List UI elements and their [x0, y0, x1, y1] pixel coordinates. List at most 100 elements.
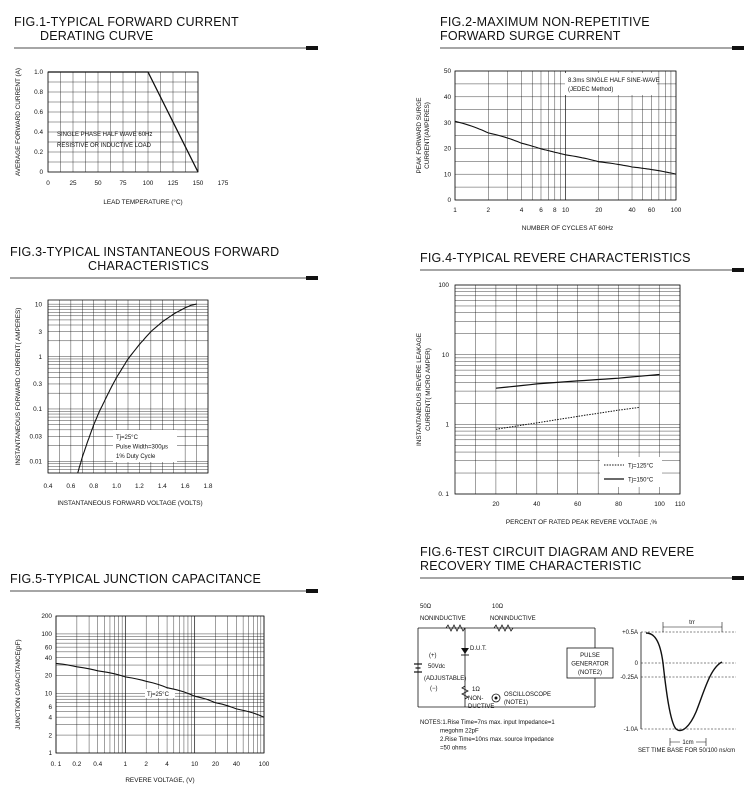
fig4-y-tick-label: 100	[438, 282, 449, 289]
waveform-tick-label: 0	[635, 661, 639, 667]
fig2-title-marker	[732, 46, 744, 50]
fig3-y-tick-label: 0.03	[30, 434, 43, 441]
fig1-chart: 0 25 50 75 100 125 150 175 0 0.2 0.4 0.6 0.8 1.0 LEAD …	[15, 68, 229, 206]
fig4-title-line: FIG.4-TYPICAL REVERE CHARACTERISTICS	[420, 251, 691, 265]
fig5-x-tick-label: 40	[233, 761, 241, 768]
fig1-x-axis-label: LEAD TEMPERATURE (°C)	[103, 198, 182, 206]
fig3-x-tick-label: 0.6	[66, 483, 75, 490]
fig1-annotation: SINGLE PHASE HALF WAVE 60Hz	[57, 132, 152, 138]
pulse-generator-label: PULSE	[580, 653, 600, 659]
fig1-y-axis-label: AVERAGE FORWARD CURRENT (A)	[15, 68, 22, 176]
fig2-x-tick-label: 60	[648, 207, 656, 214]
fig2-y-tick-label: 30	[444, 120, 452, 127]
fig5-chart: 0. 1 0.2 0.4 1 2 4 10 20 40 100 1 2 4 6 10 20 40 60 100 200…	[15, 613, 270, 784]
fig5-x-tick-label: 100	[259, 761, 270, 768]
minus-label: (−)	[430, 686, 438, 692]
fig2-x-tick-label: 10	[562, 207, 570, 214]
fig4-title-marker	[732, 268, 744, 272]
fig4-x-tick-label: 40	[533, 501, 541, 508]
fig1-y-tick-label: 0	[39, 169, 43, 176]
fig4-legend-label: Tj=150°C	[628, 478, 654, 484]
diode-icon	[461, 648, 469, 654]
oscilloscope-icon	[491, 693, 501, 703]
fig3-y-tick-label: 0.01	[30, 459, 43, 466]
fig1-title-marker	[306, 46, 318, 50]
fig3-y-tick-label: 0.1	[33, 406, 42, 413]
fig2-x-tick-label: 6	[539, 207, 543, 214]
fig3-chart: 0.4 0.6 0.8 1.0 1.2 1.4 1.6 1.8 0.01 0.03 0.1 0.3 1 3…	[15, 299, 213, 507]
fig4-legend-label: Tj=125°C	[628, 464, 654, 470]
fig5-y-tick-label: 20	[45, 673, 53, 680]
fig3-x-tick-label: 0.8	[89, 483, 98, 490]
r50-resistor	[445, 624, 466, 632]
fig5-x-tick-label: 1	[124, 761, 128, 768]
recovery-waveform-line	[645, 632, 723, 732]
fig2-y-axis-label: CURRENT(AMPERES)	[424, 102, 431, 169]
fig3-x-tick-label: 1.0	[112, 483, 121, 490]
fig3-annotation-bg	[113, 430, 177, 462]
fig3-annotation: Tj=25°C	[116, 435, 139, 441]
fig4-x-tick-label: 80	[615, 501, 623, 508]
fig5-x-tick-label: 0. 1	[51, 761, 62, 768]
scale-label-bg	[680, 738, 696, 746]
fig2-x-tick-label: 1	[453, 207, 457, 214]
oscilloscope-dot	[494, 696, 498, 700]
fig1-series-line	[48, 71, 199, 173]
fig5-series-line	[55, 662, 265, 718]
fig2-title-line: FORWARD SURGE CURRENT	[440, 29, 621, 43]
time-base-label: SET TIME BASE FOR 50/100 ns/cm	[638, 748, 735, 754]
fig4-y-tick-label: 0. 1	[438, 491, 449, 498]
fig5-y-tick-label: 1	[48, 750, 52, 757]
fig3-x-axis-label: INSTANTANEOUS FORWARD VOLTAGE (VOLTS)	[57, 500, 202, 507]
fig1-x-tick-label: 50	[94, 180, 102, 187]
fig5-y-tick-label: 2	[48, 732, 52, 739]
fig2-annotation: 8.3ms SINGLE HALF SINE-WAVE	[568, 78, 660, 84]
fig2-x-tick-label: 100	[671, 207, 682, 214]
fig4-frame	[454, 284, 681, 495]
noninductive-right-label: NONINDUCTIVE	[490, 616, 536, 622]
fig3-title-marker	[306, 276, 318, 280]
fig6-title-line: FIG.6-TEST CIRCUIT DIAGRAM AND REVERE	[420, 545, 694, 559]
dut-label: D.U.T.	[470, 646, 487, 652]
fig1-x-tick-label: 100	[143, 180, 154, 187]
fig5-x-axis-label: REVERE VOLTAGE, (V)	[125, 777, 194, 784]
fig2-y-tick-label: 0	[447, 197, 451, 204]
r50-label: 50Ω	[420, 604, 432, 610]
fig2-x-axis-label: NUMBER OF CYCLES AT 60Hz	[522, 225, 613, 232]
fig4-y-axis-label: INSTANTANEOUS REVERE LEAKAGE	[416, 333, 423, 446]
fig3-title-line: FIG.3-TYPICAL INSTANTANEOUS FORWARD	[10, 245, 279, 259]
fig5-title-line: FIG.5-TYPICAL JUNCTION CAPACITANCE	[10, 572, 261, 586]
fig3-x-tick-label: 1.4	[158, 483, 167, 490]
fig2-y-tick-label: 20	[444, 146, 452, 153]
fig5-y-tick-label: 40	[45, 655, 53, 662]
fig5-frame	[55, 615, 265, 754]
fig1-title-line: FIG.1-TYPICAL FORWARD CURRENT	[14, 15, 239, 29]
fig4-title: FIG.4-TYPICAL REVERE CHARACTERISTICS	[420, 251, 744, 272]
fig5-x-tick-label: 10	[191, 761, 199, 768]
fig3-y-axis-label: INSTANTANEOUS FORWARD CURRENT( AMPERES)	[15, 308, 22, 466]
fig1-x-tick-label: 25	[69, 180, 77, 187]
fig5-x-tick-label: 2	[144, 761, 148, 768]
fig2-y-tick-label: 10	[444, 171, 452, 178]
fig5-y-tick-label: 200	[41, 613, 52, 620]
oscilloscope-label: OSCILLOSCOPE	[504, 692, 551, 698]
r1-resistor	[461, 685, 469, 700]
fig5-x-tick-label: 0.4	[93, 761, 102, 768]
notes-text: =50 ohms	[440, 746, 467, 752]
fig2-annotation-bg	[565, 73, 657, 95]
fig4-y-tick-label: 10	[442, 352, 450, 359]
fig5-y-tick-label: 6	[48, 704, 52, 711]
fig1-y-tick-label: 0.4	[34, 129, 43, 136]
fig1-y-tick-label: 0.2	[34, 149, 43, 156]
pulse-generator-box	[566, 647, 614, 679]
fig4-series-line-150	[495, 373, 660, 389]
fig4-x-tick-label: 100	[654, 501, 665, 508]
fig6-waveform: +0.5A 0 -0.25A -1.0A trr 1cm SET TIME BASE FOR…	[620, 620, 736, 754]
fig6-title: FIG.6-TEST CIRCUIT DIAGRAM AND REVEREREC…	[420, 545, 744, 580]
fig5-x-tick-label: 0.2	[72, 761, 81, 768]
fig5-y-axis-label: JUNCTION CAPACITANCE(pF)	[15, 639, 22, 729]
fig3-title: FIG.3-TYPICAL INSTANTANEOUS FORWARDCHARA…	[10, 245, 318, 280]
